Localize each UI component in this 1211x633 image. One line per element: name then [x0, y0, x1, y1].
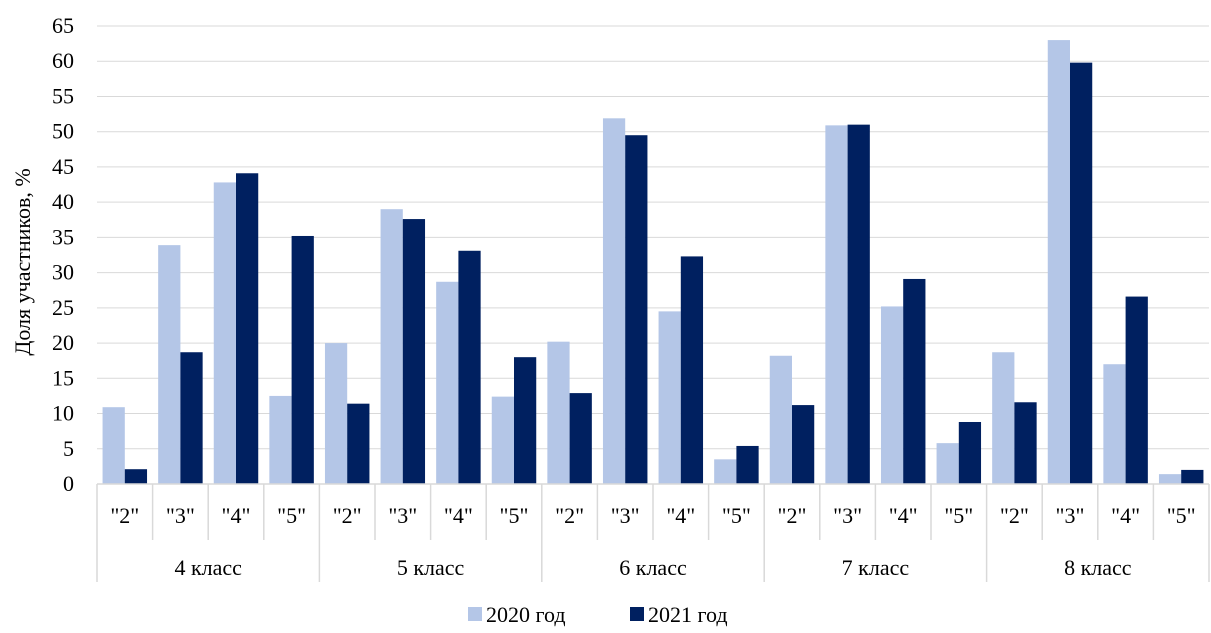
y-tick-label: 20 [52, 330, 74, 355]
bar-series1 [324, 343, 348, 484]
x-category-label: "3" [166, 503, 195, 528]
y-tick-label: 40 [52, 189, 74, 214]
y-tick-label: 35 [52, 224, 74, 249]
legend-label: 2020 год [486, 602, 566, 627]
y-tick-label: 30 [52, 260, 74, 285]
y-tick-label: 60 [52, 48, 74, 73]
x-category-label: "4" [889, 503, 918, 528]
bar-series1 [992, 352, 1015, 484]
bar-series2 [236, 173, 259, 484]
y-tick-label: 10 [52, 401, 74, 426]
bar-series2 [625, 135, 648, 484]
bar-series1 [1103, 364, 1126, 484]
y-tick-label: 65 [52, 13, 74, 38]
bar-series1 [880, 306, 904, 484]
bar-series2 [180, 352, 203, 484]
y-tick-label: 0 [63, 471, 74, 496]
x-category-label: "4" [666, 503, 695, 528]
bar-series1 [547, 341, 570, 484]
x-group-label: 5 класс [397, 555, 465, 580]
bar-series1 [269, 395, 292, 484]
x-category-label: "5" [722, 503, 751, 528]
x-category-label: "5" [277, 503, 306, 528]
x-category-label: "3" [1056, 503, 1085, 528]
y-tick-label: 25 [52, 295, 74, 320]
bar-series2 [1014, 402, 1037, 484]
x-category-label: "5" [500, 503, 529, 528]
x-group-label: 8 класс [1064, 555, 1132, 580]
x-axis-categories: "2" "3" "4" "5" "2" "3" "4" "5" "2" "3" "4" "5" "2" "… [110, 503, 1195, 580]
bar-series2 [903, 278, 926, 484]
y-tick-label: 50 [52, 119, 74, 144]
bar-series2 [1070, 62, 1093, 484]
x-category-label: "2" [110, 503, 139, 528]
bar-series1 [1047, 40, 1070, 484]
bar-series1 [380, 209, 403, 484]
x-category-label: "3" [611, 503, 640, 528]
bar-series2 [680, 256, 704, 484]
bar-series2 [514, 357, 537, 484]
y-axis-ticks: 0 5 10 15 20 25 30 35 40 45 50 55 60 65 [52, 13, 74, 496]
x-group-label: 6 класс [619, 555, 687, 580]
bar-series1 [714, 459, 737, 484]
bar-series1 [658, 311, 681, 484]
bar-series1 [1158, 474, 1182, 484]
legend-swatch [468, 607, 482, 621]
bar-series1 [825, 125, 848, 484]
x-category-label: "4" [444, 503, 473, 528]
x-category-label: "4" [1111, 503, 1140, 528]
legend-label: 2021 год [648, 602, 728, 627]
x-category-label: "3" [833, 503, 862, 528]
x-group-label: 4 класс [174, 555, 242, 580]
bar-series2 [458, 250, 481, 484]
x-category-label: "4" [222, 503, 251, 528]
axes [96, 483, 1210, 582]
bar-series1 [213, 182, 236, 484]
bar-series1 [936, 443, 959, 484]
bar-series1 [436, 281, 459, 484]
bar-series1 [491, 396, 514, 484]
legend-swatch [630, 607, 644, 621]
bar-series1 [102, 407, 125, 484]
bar-series2 [291, 235, 314, 484]
gridlines [97, 25, 1209, 450]
y-tick-label: 5 [63, 436, 74, 461]
bar-series2 [958, 421, 982, 484]
x-category-label: "5" [1167, 503, 1196, 528]
x-group-label: 7 класс [842, 555, 910, 580]
x-category-label: "3" [388, 503, 417, 528]
bar-series2 [347, 403, 370, 484]
y-axis-label: Доля участников, % [10, 168, 35, 355]
x-category-label: "5" [944, 503, 973, 528]
bar-series2 [402, 219, 426, 484]
bar-series1 [602, 118, 626, 484]
y-tick-label: 55 [52, 83, 74, 108]
x-category-label: "2" [1000, 503, 1029, 528]
bar-series1 [158, 245, 181, 484]
bar-series1 [769, 355, 792, 484]
y-tick-label: 15 [52, 365, 74, 390]
bar-series2 [792, 405, 815, 484]
x-category-label: "2" [555, 503, 584, 528]
bar-series2 [1181, 469, 1204, 484]
bar-series2 [569, 393, 592, 484]
bar-series2 [736, 445, 759, 484]
bar-series2 [124, 469, 148, 484]
bar-series2 [1125, 296, 1148, 484]
bars [102, 40, 1204, 485]
legend: 2020 год 2021 год [468, 602, 728, 627]
y-tick-label: 45 [52, 154, 74, 179]
x-category-label: "2" [778, 503, 807, 528]
x-category-label: "2" [333, 503, 362, 528]
bar-series2 [847, 124, 870, 485]
